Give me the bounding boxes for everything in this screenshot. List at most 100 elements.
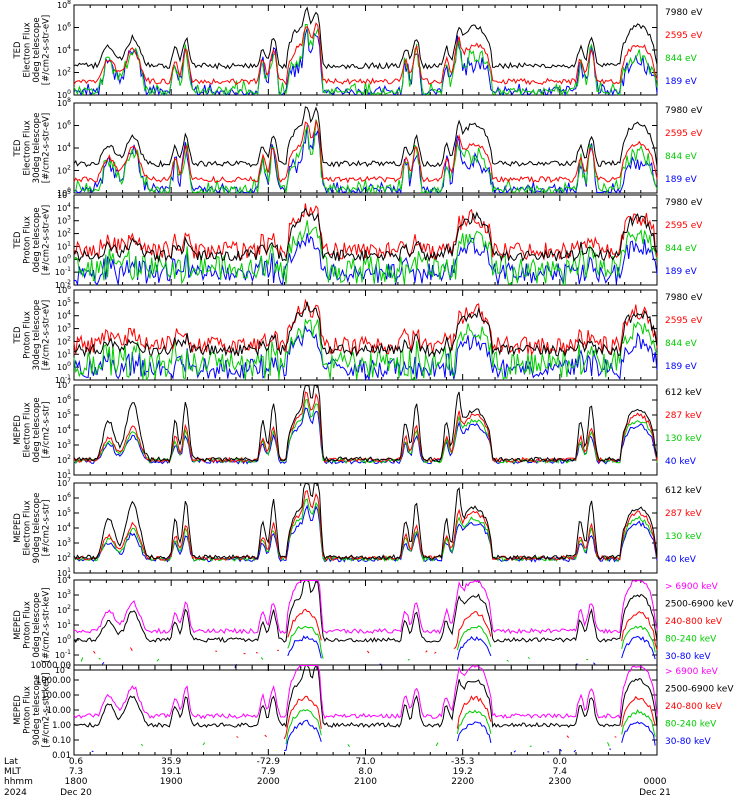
y-tick-label: 102 — [57, 228, 71, 239]
y-tick-label: 10-2 — [55, 279, 71, 290]
legend-label: 7980 eV — [665, 106, 703, 116]
series-trace-130-kev — [73, 398, 658, 465]
y-tick-label: 102 — [57, 454, 71, 465]
y-tick-label: 107 — [57, 477, 71, 488]
y-tick-label: 101 — [57, 567, 71, 578]
y-tick-label: 102 — [57, 604, 71, 615]
legend-label: 612 keV — [665, 388, 702, 398]
footer-mlt: 7.4 — [553, 767, 568, 777]
legend-label: 844 eV — [665, 54, 698, 64]
legend-label: 7980 eV — [665, 8, 703, 18]
footer-row-label: MLT — [4, 767, 22, 777]
panel-7: 10-2 10-1 100 101 102 103 104 MEPEDProton Flux0… — [13, 574, 734, 675]
legend-label: 240-800 keV — [665, 702, 723, 712]
y-tick-label: 101 — [57, 619, 71, 630]
y-tick-label: 100 — [57, 361, 71, 372]
legend-label: 189 eV — [665, 267, 698, 277]
footer-lat: 71.0 — [355, 757, 375, 767]
series-trace-7980-ev — [73, 207, 658, 263]
legend-label: 240-800 keV — [665, 617, 723, 627]
y-tick-label: 106 — [57, 492, 71, 503]
footer-hhmm: 1800 — [65, 777, 88, 787]
legend-label: 2595 eV — [665, 316, 703, 326]
legend-label: 30-80 keV — [665, 652, 711, 662]
series-trace-2500-6900-kev — [73, 664, 658, 728]
footer-lat: -72.9 — [257, 757, 281, 767]
panel-6: 101 102 103 104 105 106 107 MEPEDElectron Flux9… — [13, 477, 702, 578]
legend-label: 2595 eV — [665, 31, 703, 41]
legend-label: 2500-6900 keV — [665, 685, 734, 695]
legend-label: 612 keV — [665, 486, 702, 496]
series-trace-40-kev — [73, 504, 658, 563]
legend-label: 844 eV — [665, 244, 698, 254]
footer-lat: 0.0 — [553, 757, 568, 767]
footer-hhmm: 0000 — [644, 777, 667, 787]
footer-row-label: Lat — [4, 757, 19, 767]
series-trace-612-kev — [73, 385, 658, 463]
y-tick-label: 105 — [57, 507, 71, 518]
y-axis-label: MEPEDElectron Flux0deg telescope[#/cm2-s… — [13, 397, 52, 462]
legend-label: 40 keV — [665, 457, 697, 467]
legend-label: 7980 eV — [665, 198, 703, 208]
legend-label: 287 keV — [665, 411, 702, 421]
y-axis-label: TEDElectron Flux30deg telescope[#/cm2-s-… — [13, 113, 52, 184]
legend-label: > 6900 keV — [665, 667, 719, 677]
y-tick-label: 106 — [57, 120, 71, 131]
y-tick-label: 0.10 — [52, 736, 71, 746]
y-tick-label: 10.00 — [47, 706, 71, 716]
y-tick-label: 101 — [57, 240, 71, 251]
y-tick-label: 108 — [57, 0, 71, 10]
legend-label: 844 eV — [665, 339, 698, 349]
y-tick-label: 10000.00 — [30, 661, 71, 671]
series-trace-189-ev — [73, 325, 658, 382]
footer-date: Dec 21 — [639, 788, 671, 798]
legend-label: 2595 eV — [665, 129, 703, 139]
legend-label: 844 eV — [665, 152, 698, 162]
y-tick-label: 1.00 — [52, 721, 71, 731]
footer-date: Dec 20 — [60, 788, 92, 798]
series-trace-287-kev — [73, 391, 658, 464]
y-tick-label: 103 — [57, 215, 71, 226]
legend-label: 189 eV — [665, 175, 698, 185]
y-tick-label: 105 — [57, 409, 71, 420]
legend-label: 130 keV — [665, 532, 702, 542]
legend-label: > 6900 keV — [665, 582, 719, 592]
series-trace-844-ev — [73, 220, 658, 285]
y-axis-label: TEDProton Flux0deg telescope[#/cm2-s-str… — [13, 205, 52, 275]
y-tick-label: 104 — [57, 424, 71, 435]
y-tick-label: 104 — [57, 522, 71, 533]
footer-lat: 35.9 — [161, 757, 181, 767]
footer-lat: 0.6 — [69, 757, 84, 767]
legend-label: 189 eV — [665, 77, 698, 87]
legend-label: 130 keV — [665, 434, 702, 444]
y-tick-label: 10-1 — [55, 374, 71, 385]
legend-label: 80-240 keV — [665, 720, 717, 730]
y-tick-label: 102 — [57, 552, 71, 563]
y-tick-label: 100.00 — [41, 691, 71, 701]
legend-label: 2595 eV — [665, 221, 703, 231]
y-tick-label: 105 — [57, 189, 71, 200]
legend-label: 30-80 keV — [665, 737, 711, 747]
series-trace-240-800-kev — [92, 608, 658, 655]
y-tick-label: 104 — [57, 574, 71, 585]
y-tick-label: 101 — [57, 469, 71, 480]
y-tick-label: 105 — [57, 297, 71, 308]
y-tick-label: 100 — [57, 634, 71, 645]
series-trace-287-kev — [73, 489, 658, 562]
footer-hhmm: 2300 — [548, 777, 571, 787]
series-trace-612-kev — [73, 483, 658, 561]
footer-mlt: 19.2 — [453, 767, 473, 777]
series-trace-2595-ev — [73, 298, 658, 356]
y-tick-label: 0.01 — [52, 751, 71, 761]
y-tick-label: 10-1 — [55, 266, 71, 277]
panel-frame — [73, 289, 658, 381]
y-tick-label: 102 — [57, 165, 71, 176]
y-tick-label: 1000.00 — [36, 676, 71, 686]
footer-mlt: 7.9 — [261, 767, 276, 777]
series-trace--6900-kev — [73, 664, 658, 720]
y-tick-label: 104 — [57, 142, 71, 153]
footer-mlt: 19.1 — [161, 767, 181, 777]
y-axis-label: MEPEDProton Flux90deg telescope[#/cm2-s-… — [13, 673, 52, 748]
y-tick-label: 108 — [57, 97, 71, 108]
